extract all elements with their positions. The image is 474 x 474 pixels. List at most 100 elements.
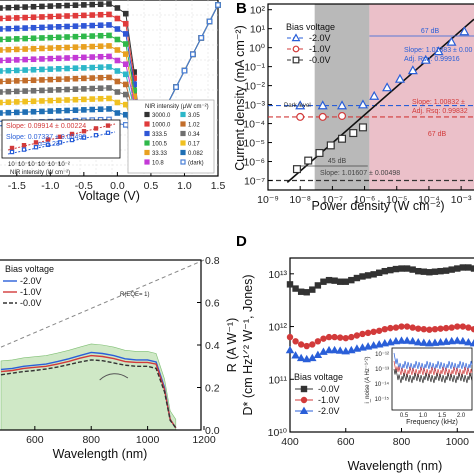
- panel-a-legend-label: 0.34: [188, 132, 200, 138]
- panel-a-xtick-label: -1.5: [8, 180, 26, 192]
- panel-a-marker: [55, 97, 62, 104]
- panel-a-marker: [13, 109, 20, 116]
- panel-d-point: [453, 336, 462, 344]
- panel-a-marker: [97, 22, 104, 29]
- panel-a-marker: [97, 32, 104, 39]
- panel-b-point: [446, 36, 457, 46]
- panel-a-inset-marker: [69, 131, 75, 137]
- panel-b-shaded-region: [314, 4, 370, 190]
- panel-a-marker: [22, 4, 28, 10]
- panel-d-point: [336, 278, 344, 285]
- panel-b-point: [304, 156, 313, 165]
- panel-a-inset-marker: [21, 143, 27, 148]
- panel-a-marker: [81, 44, 87, 50]
- panel-a-marker: [114, 47, 121, 53]
- panel-c-ylabel: R (A W⁻¹): [225, 318, 239, 373]
- panel-d-point: [403, 265, 411, 272]
- panel-d-inset: [391, 347, 473, 411]
- panel-d-xlabel: Wavelength (nm): [348, 459, 443, 473]
- panel-a-marker: [206, 18, 213, 25]
- panel-a-marker: [39, 56, 45, 62]
- panel-d-point: [464, 337, 473, 346]
- panel-d-point: [391, 336, 401, 345]
- panel-c-xtick-label: 1000: [136, 434, 160, 446]
- panel-d-point: [353, 274, 361, 282]
- panel-a-marker: [122, 71, 129, 78]
- panel-d-letter: D: [236, 233, 247, 250]
- panel-a-marker: [106, 106, 112, 112]
- panel-a-marker: [47, 108, 54, 114]
- panel-a-marker: [89, 85, 96, 92]
- panel-d-point: [431, 268, 439, 275]
- panel-a-marker: [215, 2, 221, 8]
- panel-c-series-line: [0, 359, 177, 429]
- panel-b-db-bottom: 45 dB: [328, 158, 347, 165]
- panel-d-point: [292, 338, 299, 345]
- panel-c-arrow: [99, 373, 129, 381]
- panel-d-point: [359, 330, 366, 338]
- panel-c-legend-label: -2.0V: [20, 276, 42, 286]
- panel-a-marker: [122, 122, 129, 128]
- panel-d-point: [358, 343, 367, 351]
- panel-a-marker: [97, 64, 104, 71]
- panel-a-marker: [0, 110, 3, 116]
- panel-a-marker: [114, 36, 121, 43]
- panel-a-marker: [81, 12, 87, 19]
- panel-a-inset-marker: [81, 135, 87, 140]
- panel-a-marker: [131, 93, 137, 100]
- panel-a-legend-marker: [144, 121, 150, 127]
- panel-a-marker: [0, 99, 3, 106]
- panel-a-marker: [39, 45, 45, 52]
- panel-c-ideal-label: R(EQE= 1): [120, 292, 150, 298]
- panel-d-point: [425, 339, 434, 347]
- panel-d-inset-noise: [393, 360, 473, 378]
- panel-a-inset-tick: 10⁻⁶: [18, 161, 31, 168]
- panel-a-inset-tick: 10⁻⁵: [28, 161, 41, 168]
- panel-a-marker: [47, 76, 54, 83]
- panel-a-marker: [47, 34, 54, 41]
- panel-d-point: [320, 278, 327, 285]
- panel-d-point: [392, 265, 400, 273]
- panel-a-marker: [5, 99, 12, 105]
- panel-d-point: [454, 265, 461, 272]
- panel-a-marker: [39, 35, 45, 41]
- panel-c-ytick-label: 0.4: [205, 340, 220, 352]
- panel-d-point: [381, 267, 388, 275]
- panel-a-inset-tick: 10⁻²: [58, 162, 70, 168]
- panel-a-marker: [72, 107, 79, 113]
- panel-a-legend-marker: [180, 159, 186, 165]
- panel-a-marker: [22, 56, 28, 63]
- panel-b-ytick-label: 10¹: [250, 24, 266, 36]
- panel-d-inset-xtick: 0.5: [400, 413, 409, 419]
- panel-a-xtick-label: 1.5: [211, 180, 226, 192]
- panel-a-marker: [106, 53, 112, 60]
- panel-a-legend-label: 3000.0: [152, 113, 171, 119]
- panel-a-legend-label: 1.02: [188, 123, 200, 129]
- panel-b-point: [292, 165, 301, 174]
- panel-a-xtick-label: -1.0: [41, 180, 59, 192]
- panel-d-inset-xtick: 1.5: [438, 413, 447, 419]
- panel-c-ytick-label: 0.8: [205, 255, 220, 267]
- panel-d-point: [359, 273, 366, 280]
- panel-b-point: [295, 100, 306, 110]
- panel-a-marker: [30, 56, 37, 63]
- panel-a-xtick-label: 1.0: [177, 180, 192, 192]
- panel-a-marker: [30, 108, 37, 115]
- panel-a-marker: [0, 26, 3, 32]
- panel-a-marker: [22, 25, 28, 31]
- panel-b-ytick-label: 10⁻²: [244, 81, 265, 93]
- panel-d-xtick-label: 400: [281, 436, 299, 448]
- panel-a-marker: [47, 13, 54, 20]
- panel-a-inset-frame: [1, 119, 121, 159]
- panel-d-point: [398, 323, 405, 330]
- panel-a-marker: [30, 35, 37, 42]
- panel-d-xtick-label: 600: [337, 436, 355, 448]
- panel-a-marker: [89, 54, 96, 60]
- panel-a-legend-label: 33.33: [152, 151, 168, 157]
- panel-d-point: [309, 286, 316, 293]
- panel-d-point: [285, 345, 295, 354]
- panel-d-inset-noise: [393, 352, 473, 372]
- panel-a-marker: [55, 108, 62, 114]
- panel-d-point: [342, 334, 349, 342]
- panel-a-inset-marker: [33, 145, 39, 150]
